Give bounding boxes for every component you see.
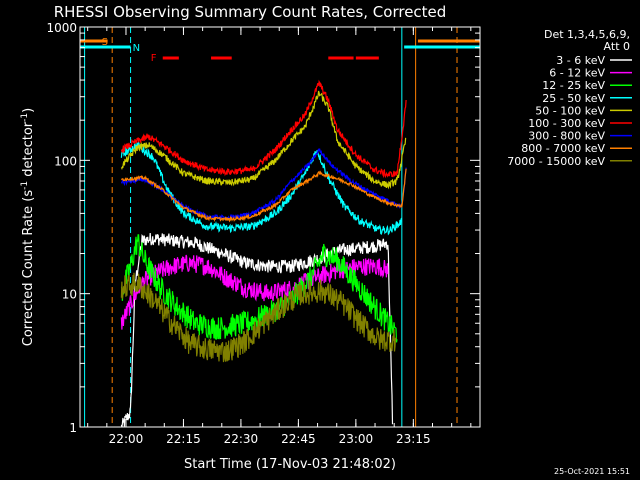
y-tick-label-2: 10 (62, 288, 77, 302)
series-line-800to7000kev (120, 168, 407, 223)
timestamp: 25-Oct-2021 15:51 (554, 467, 630, 476)
x-tick-label-1: 22:15 (166, 432, 201, 446)
chart-title: RHESSI Observing Summary Count Rates, Co… (54, 3, 447, 21)
legend-header-line2: Att 0 (604, 40, 630, 53)
legend-header-line1: Det 1,3,4,5,6,9, (544, 28, 630, 41)
x-tick-label-2: 22:30 (224, 432, 259, 446)
legend-label-12to25kev: 12 - 25 keV (542, 79, 605, 92)
legend-label-3to6kev: 3 - 6 keV (556, 54, 605, 67)
legend-label-6to12kev: 6 - 12 keV (549, 67, 605, 80)
y-axis: 1000 100 10 1 (46, 21, 480, 435)
x-tick-label-0: 22:00 (109, 432, 144, 446)
y-tick-label-0: 1000 (46, 21, 77, 35)
flag-s-label: S (102, 37, 108, 48)
legend-label-7000to15000kev: 7000 - 15000 keV (507, 155, 605, 168)
plot-frame (79, 26, 481, 428)
series-line-300to800kev (120, 148, 407, 221)
series-line-50to100kev (120, 90, 407, 190)
legend-label-100to300kev: 100 - 300 keV (528, 117, 605, 130)
legend-label-300to800kev: 300 - 800 keV (528, 130, 605, 143)
series-line-6to12kev (120, 254, 389, 330)
x-axis-label: Start Time (17-Nov-03 21:48:02) (184, 457, 396, 472)
x-axis: 22:00 22:15 22:30 22:45 23:00 23:15 (87, 27, 472, 446)
y-tick-label-1: 100 (54, 154, 77, 168)
series-line-100to300kev (120, 79, 407, 179)
flag-n-label: N (133, 43, 140, 54)
y-tick-label-3: 1 (69, 421, 77, 435)
flag-f-label: F (151, 53, 157, 64)
series-line-12to25kev (120, 234, 398, 343)
legend-label-50to100kev: 50 - 100 keV (535, 104, 605, 117)
y-axis-label: Corrected Count Rate (s-1 detector-1) (20, 108, 36, 346)
series-line-25to50kev (120, 142, 403, 236)
series-line-3to6kev (120, 233, 394, 427)
series-line-7000to15000kev (120, 272, 398, 363)
x-tick-label-3: 22:45 (281, 432, 316, 446)
x-tick-label-4: 23:00 (339, 432, 374, 446)
plot-area: S NF (80, 27, 480, 427)
x-tick-label-5: 23:15 (396, 432, 431, 446)
legend-label-800to7000kev: 800 - 7000 keV (521, 142, 605, 155)
legend-label-25to50kev: 25 - 50 keV (542, 92, 605, 105)
